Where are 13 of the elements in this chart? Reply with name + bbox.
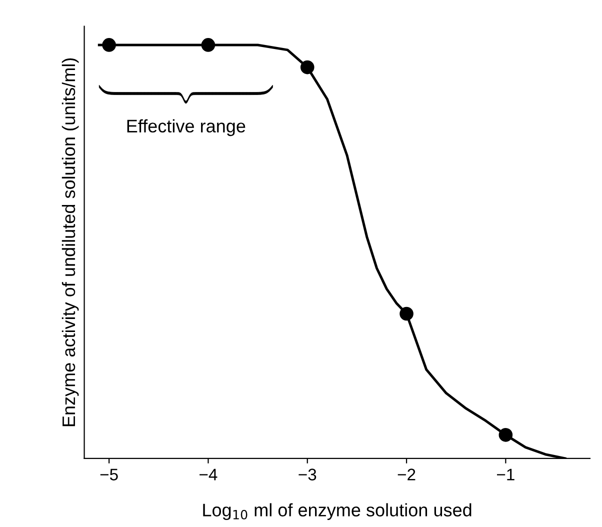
x-tick-label: −4 [200, 468, 218, 480]
point [102, 38, 116, 52]
x-tick-label: −1 [497, 468, 514, 480]
point [300, 60, 314, 74]
point [498, 428, 513, 442]
x-tick-label: −3 [298, 468, 316, 480]
annotation: Effective range [127, 119, 246, 136]
y-axis-title: Enzyme activity of undiluted solution (units/ml) [62, 58, 79, 426]
point [201, 38, 216, 52]
x-axis-title: Log$_{10}$ ml of enzyme solution used [203, 503, 472, 520]
x-tick-label: −5 [100, 468, 118, 480]
point [400, 306, 414, 321]
x-tick-label: −2 [398, 468, 416, 480]
